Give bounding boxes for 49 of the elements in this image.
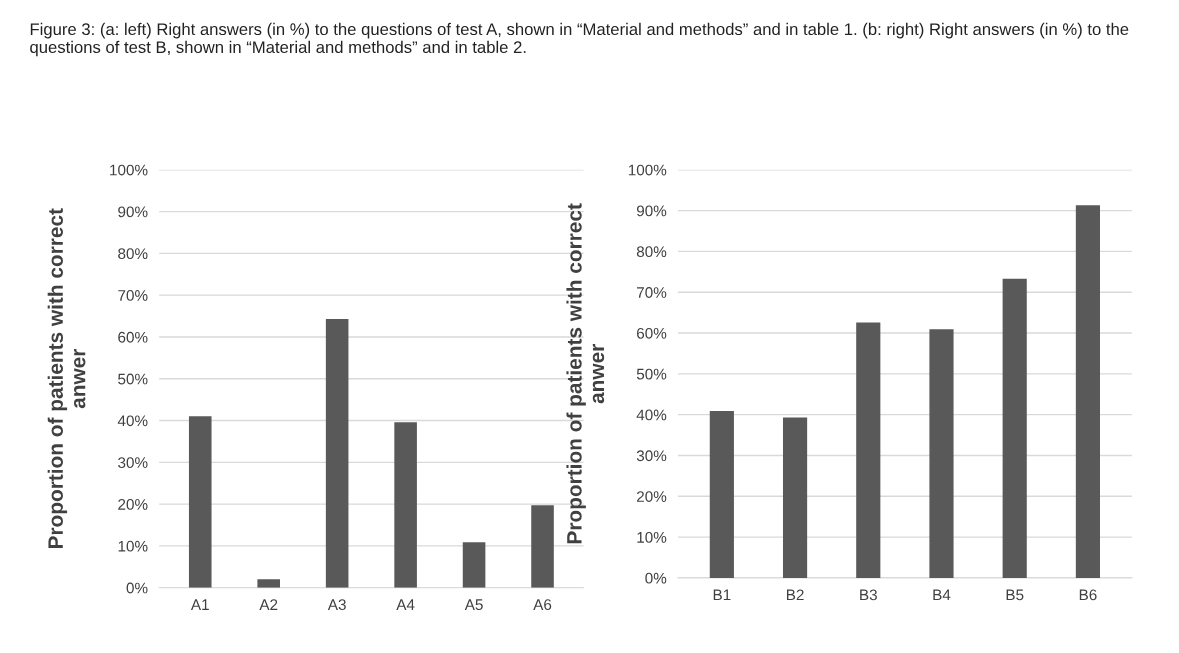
x-tick-label: B2 <box>786 589 804 601</box>
x-tick-label: B4 <box>933 589 951 601</box>
y-tick-label: 90% <box>636 205 667 217</box>
y-tick-label: 70% <box>637 287 667 298</box>
y-tick-label: 10% <box>118 540 148 552</box>
y-tick-label: 0% <box>126 582 148 594</box>
y-tick-label: 30% <box>636 450 667 462</box>
bar <box>1002 278 1027 578</box>
y-tick-label: 30% <box>118 457 148 469</box>
x-tick-label: A1 <box>190 599 209 610</box>
bar <box>929 329 954 578</box>
y-tick-label: 50% <box>636 368 667 380</box>
bar <box>325 318 349 588</box>
bar <box>782 417 808 578</box>
bar <box>531 505 554 588</box>
y-tick-label: 80% <box>636 246 667 258</box>
y-tick-label: 80% <box>118 248 148 260</box>
bar <box>856 322 881 578</box>
y-tick-label: 100% <box>628 164 667 176</box>
y-tick-label: 100% <box>110 164 148 176</box>
x-tick-label: B6 <box>1079 589 1097 601</box>
y-axis-title: Proportion of patients with correct anwer <box>47 208 86 549</box>
y-tick-label: 60% <box>118 331 148 343</box>
x-tick-label: A6 <box>533 599 552 611</box>
bar <box>394 422 417 588</box>
bar <box>709 410 734 578</box>
caption: Figure 3: (a: left) Right answers (in %) to the questions of test A, shown in “Material and methods” and in table 1. (b: right) Right answers (in %) to the questions of test B, shown in “Material and methods” and in table 2. <box>30 22 1129 57</box>
y-tick-label: 40% <box>117 415 148 427</box>
y-tick-label: 10% <box>637 531 667 543</box>
bar <box>257 579 280 588</box>
y-tick-label: 20% <box>637 491 667 502</box>
y-tick-label: 90% <box>118 206 148 218</box>
y-tick-label: 70% <box>118 290 148 301</box>
bar <box>188 416 212 588</box>
x-tick-label: A4 <box>396 599 415 610</box>
y-tick-label: 60% <box>637 327 667 339</box>
y-tick-label: 0% <box>645 572 667 584</box>
y-axis-title: Proportion of patients with correct anwer <box>566 203 605 544</box>
x-tick-label: A2 <box>259 599 278 610</box>
x-tick-label: B3 <box>860 589 877 601</box>
x-tick-label: B5 <box>1006 589 1024 601</box>
y-tick-label: 20% <box>118 498 148 510</box>
bar <box>1075 205 1100 578</box>
x-tick-label: B1 <box>713 589 731 601</box>
bar <box>462 542 486 588</box>
y-tick-label: 40% <box>636 409 667 421</box>
y-tick-label: 50% <box>118 373 148 385</box>
x-tick-label: A5 <box>464 599 483 611</box>
x-tick-label: A3 <box>327 599 346 611</box>
